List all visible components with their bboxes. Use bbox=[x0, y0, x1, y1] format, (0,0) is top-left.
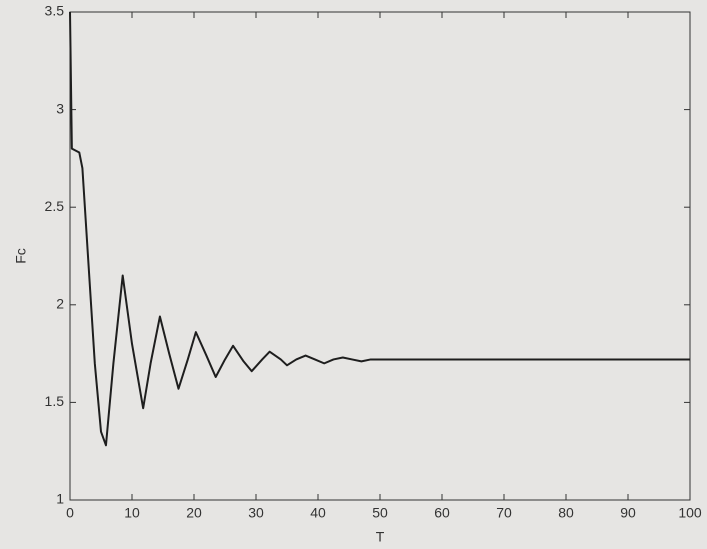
y-axis-label: Fc bbox=[13, 248, 29, 264]
x-tick-label: 20 bbox=[186, 505, 202, 521]
x-tick-label: 40 bbox=[310, 505, 326, 521]
x-tick-label: 10 bbox=[124, 505, 140, 521]
x-tick-label: 80 bbox=[558, 505, 574, 521]
y-tick-label: 3.5 bbox=[45, 3, 65, 19]
x-tick-label: 60 bbox=[434, 505, 450, 521]
y-tick-label: 3 bbox=[56, 100, 64, 116]
plot-frame bbox=[69, 11, 691, 501]
x-tick-label: 50 bbox=[372, 505, 388, 521]
y-tick-label: 1 bbox=[56, 491, 64, 507]
data-line bbox=[69, 11, 690, 447]
x-tick-label: 90 bbox=[620, 505, 636, 521]
x-axis-label: T bbox=[376, 529, 385, 545]
y-tick-label: 1.5 bbox=[45, 393, 65, 409]
x-tick-label: 30 bbox=[248, 505, 264, 521]
y-tick-label: 2.5 bbox=[45, 198, 65, 214]
y-tick-label: 2 bbox=[56, 296, 64, 312]
x-tick-label: 0 bbox=[66, 505, 74, 521]
x-tick-label: 70 bbox=[496, 505, 512, 521]
x-tick-label: 100 bbox=[678, 505, 702, 521]
